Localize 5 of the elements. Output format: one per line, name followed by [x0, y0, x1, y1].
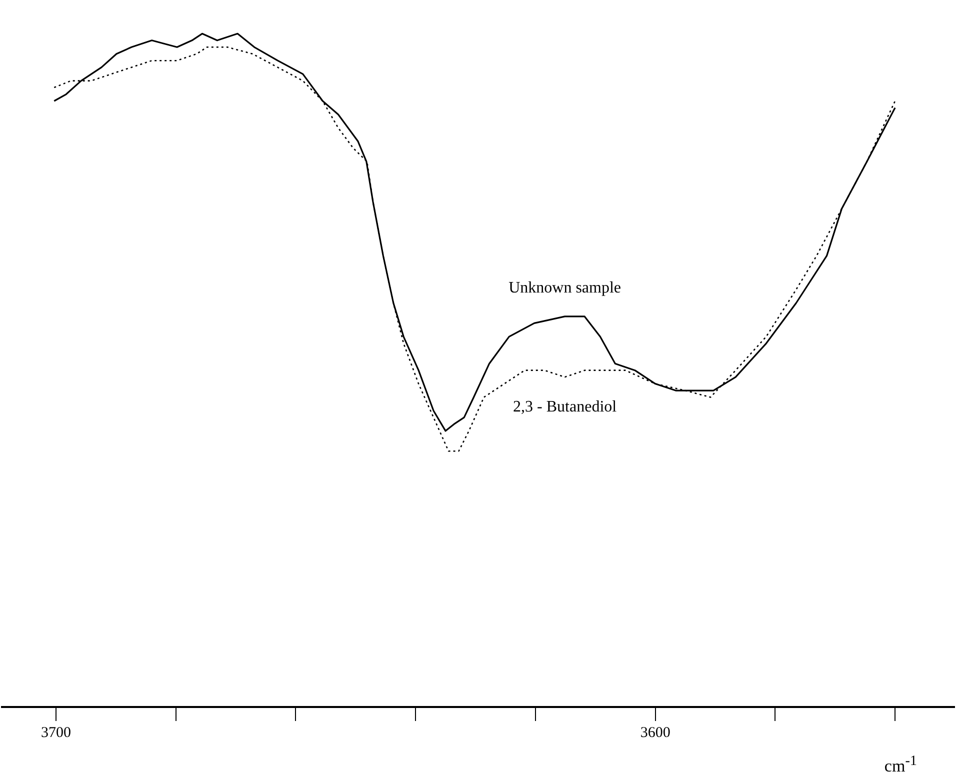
x-tick-label: 3700 — [40, 724, 71, 741]
series-label: 2,3 - Butanediol — [513, 398, 618, 416]
x-tick-label: 3600 — [640, 724, 670, 741]
series-label: Unknown sample — [508, 280, 622, 297]
x-axis-title: cm$^{-1}$ — [884, 753, 917, 777]
